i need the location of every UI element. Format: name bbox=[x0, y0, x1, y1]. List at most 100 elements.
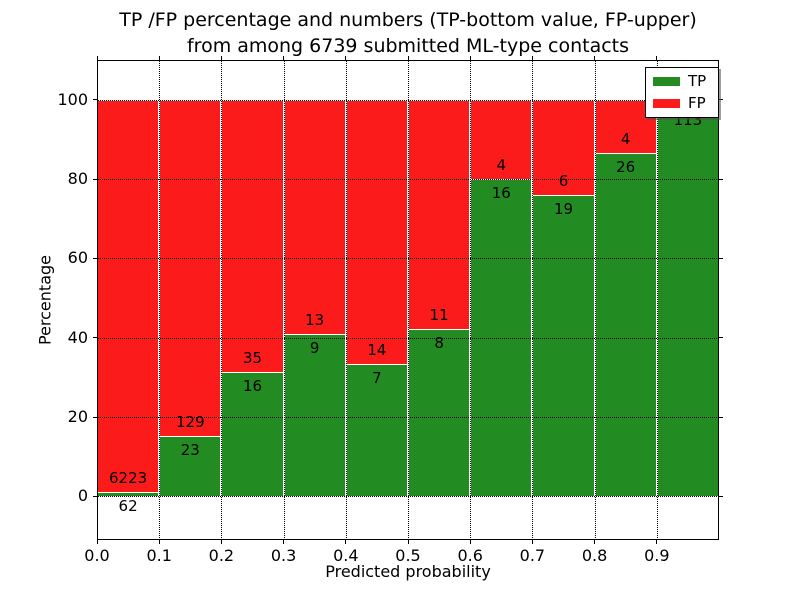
bar-fp-segment bbox=[470, 99, 533, 179]
x-gridline bbox=[532, 60, 534, 540]
fp-count-label: 129 bbox=[175, 413, 205, 432]
x-gridline bbox=[159, 60, 161, 540]
chart-title-line1: TP /FP percentage and numbers (TP-bottom… bbox=[119, 9, 697, 31]
x-tick-label: 0.5 bbox=[395, 546, 421, 565]
y-tick-label: 40 bbox=[67, 327, 88, 347]
fp-swatch-icon bbox=[653, 99, 680, 108]
x-tick-mark bbox=[96, 540, 98, 544]
chart-title-line2: from among 6739 submitted ML-type contac… bbox=[186, 34, 630, 57]
y-tick-mark bbox=[719, 337, 723, 339]
tp-swatch-icon bbox=[653, 77, 680, 86]
x-tick-label: 0.9 bbox=[644, 546, 670, 565]
y-tick-label: 60 bbox=[67, 248, 88, 268]
x-axis-label: Predicted probability bbox=[325, 562, 491, 581]
x-tick-mark bbox=[407, 540, 409, 544]
x-gridline bbox=[345, 60, 347, 540]
legend-label-fp: FP bbox=[688, 94, 706, 112]
x-tick-mark bbox=[469, 540, 471, 544]
y-tick-mark bbox=[719, 99, 723, 101]
bar-fp-segment bbox=[159, 99, 222, 437]
x-tick-mark bbox=[407, 56, 409, 60]
y-tick-mark bbox=[719, 495, 723, 498]
y-tick-label: 80 bbox=[67, 169, 88, 189]
fp-count-label: 6 bbox=[558, 171, 569, 190]
x-gridline bbox=[283, 60, 285, 540]
x-tick-label: 0.4 bbox=[333, 546, 359, 565]
x-tick-label: 0.3 bbox=[270, 546, 297, 565]
bar-tp-segment bbox=[594, 152, 657, 497]
x-gridline bbox=[408, 60, 409, 540]
x-tick-mark bbox=[158, 540, 160, 544]
x-tick-mark bbox=[469, 56, 471, 60]
y-tick-label: 100 bbox=[57, 89, 88, 109]
y-tick-mark bbox=[93, 178, 97, 180]
x-tick-label: 0.7 bbox=[519, 546, 546, 565]
plot-area: 6223 62 129 23 35 16 13 9 14 7 11 8 4 16 6 19 4 26 113 bbox=[93, 56, 723, 544]
tp-count-label: 16 bbox=[242, 376, 263, 395]
fp-count-label: 14 bbox=[367, 341, 387, 360]
fp-count-label: 4 bbox=[496, 156, 507, 174]
fp-count-label: 11 bbox=[429, 306, 449, 325]
bar-fp-segment bbox=[283, 99, 346, 335]
x-tick-mark bbox=[158, 56, 160, 60]
x-tick-mark bbox=[220, 540, 223, 544]
fp-count-label: 35 bbox=[242, 348, 263, 367]
x-gridline bbox=[656, 60, 658, 540]
fp-count-label: 6223 bbox=[109, 469, 148, 488]
x-tick-mark bbox=[283, 56, 285, 60]
x-tick-label: 0.8 bbox=[581, 546, 608, 565]
fp-count-label: 4 bbox=[620, 129, 631, 148]
bar-tp-segment bbox=[656, 106, 719, 497]
x-gridline bbox=[594, 60, 596, 540]
x-tick-mark bbox=[594, 56, 596, 60]
tp-count-label: 7 bbox=[372, 369, 382, 388]
x-tick-mark bbox=[345, 56, 347, 60]
legend-label-tp: TP bbox=[688, 72, 707, 90]
tp-count-label: 8 bbox=[434, 334, 444, 353]
x-tick-mark bbox=[656, 540, 658, 544]
tp-count-label: 23 bbox=[180, 441, 200, 460]
x-tick-mark bbox=[220, 56, 223, 60]
x-gridline bbox=[221, 60, 223, 540]
bar-tp-segment bbox=[408, 329, 471, 497]
y-tick-label: 0 bbox=[77, 486, 88, 506]
y-tick-mark bbox=[719, 257, 723, 260]
y-tick-label: 20 bbox=[67, 407, 88, 427]
bar-tp-segment bbox=[532, 194, 595, 497]
x-tick-label: 0.6 bbox=[457, 546, 483, 565]
tp-count-label: 16 bbox=[491, 184, 511, 202]
x-tick-label: 0.2 bbox=[208, 546, 235, 565]
bar-fp-segment bbox=[97, 99, 160, 493]
x-tick-mark bbox=[345, 540, 347, 544]
legend: TP FP bbox=[645, 67, 719, 118]
x-tick-label: 0.1 bbox=[146, 546, 172, 565]
x-tick-mark bbox=[531, 540, 534, 544]
x-tick-mark bbox=[96, 56, 98, 60]
x-tick-label: 0.0 bbox=[84, 546, 110, 565]
tp-count-label: 26 bbox=[616, 157, 636, 176]
y-tick-mark bbox=[719, 178, 723, 180]
legend-entry-fp: FP bbox=[653, 96, 711, 111]
y-tick-mark bbox=[93, 495, 97, 498]
bar-tp-segment bbox=[159, 436, 222, 497]
bar-fp-segment bbox=[221, 99, 284, 372]
legend-entry-tp: TP bbox=[653, 74, 711, 89]
x-tick-mark bbox=[656, 56, 658, 60]
y-tick-mark bbox=[93, 99, 97, 101]
bar-tp-segment bbox=[283, 334, 346, 497]
chart-title: TP /FP percentage and numbers (TP-bottom… bbox=[97, 8, 719, 59]
x-tick-mark bbox=[283, 540, 285, 544]
x-gridline bbox=[470, 60, 472, 540]
tp-count-label: 19 bbox=[553, 199, 574, 218]
x-tick-mark bbox=[594, 540, 596, 544]
tp-count-label: 9 bbox=[309, 339, 320, 358]
x-tick-mark bbox=[531, 56, 534, 60]
y-tick-mark bbox=[93, 416, 97, 418]
y-tick-mark bbox=[719, 416, 723, 418]
bar-fp-segment bbox=[345, 99, 408, 365]
bar-fp-segment bbox=[408, 99, 471, 330]
y-axis-label: Percentage bbox=[35, 254, 55, 346]
tp-count-label: 62 bbox=[118, 497, 138, 516]
y-tick-mark bbox=[93, 257, 97, 260]
